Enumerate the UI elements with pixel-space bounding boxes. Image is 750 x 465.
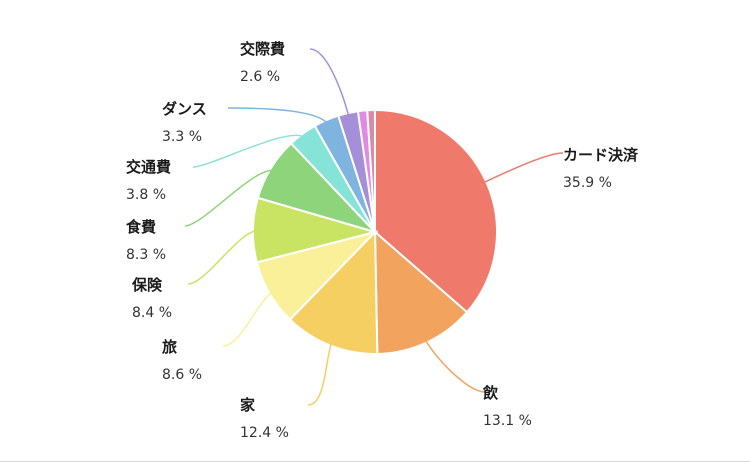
pie-slice [366, 108, 376, 233]
slice-value-label: 8.3 % [126, 247, 166, 263]
slice-value-label: 3.8 % [126, 187, 166, 203]
slice-value-label: 13.1 % [483, 413, 532, 429]
slice-labels: カード決済 35.9 % 飲 13.1 % 家 12.4 % 旅 8.6 % 保険 8.4 % 食費… [126, 40, 639, 441]
leader-line [222, 289, 276, 347]
leader-line [423, 336, 486, 393]
leader-line [227, 107, 330, 127]
leader-lines [184, 48, 564, 406]
slice-value-label: 35.9 % [563, 175, 612, 191]
slice-value-label: 3.3 % [162, 129, 202, 145]
leader-line [192, 134, 307, 168]
slice-label: 飲 [482, 384, 499, 402]
leader-line [480, 152, 564, 185]
slice-value-label: 12.4 % [240, 425, 289, 441]
slice-label: カード決済 [563, 146, 639, 164]
slice-label: 食費 [126, 218, 156, 236]
slice-label: 旅 [162, 338, 177, 356]
slice-label: 交際費 [240, 40, 285, 58]
leader-line [307, 339, 334, 406]
slice-label: 家 [240, 396, 255, 414]
bottom-divider [0, 461, 750, 462]
slice-value-label: 8.4 % [132, 305, 172, 321]
slice-value-label: 8.6 % [162, 367, 202, 383]
slice-label: ダンス [162, 100, 207, 118]
slice-label: 交通費 [126, 158, 171, 176]
leader-line [309, 48, 351, 120]
slice-value-label: 2.6 % [240, 69, 280, 85]
pie-slices [252, 108, 498, 355]
leader-line [184, 169, 277, 227]
slice-label: 保険 [131, 276, 163, 294]
leader-line [187, 229, 260, 285]
